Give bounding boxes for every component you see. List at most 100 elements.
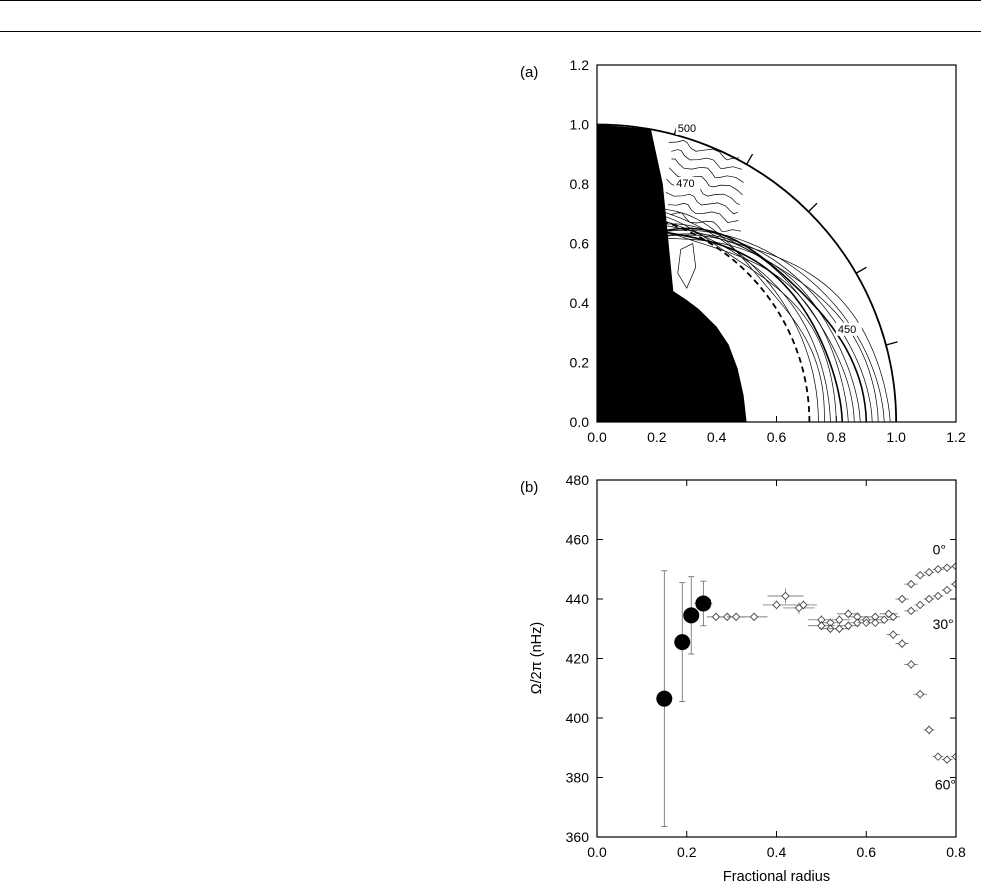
y-tick-label: 1.2 — [570, 57, 590, 73]
contour-label-bg — [675, 121, 702, 135]
contour-line — [654, 229, 844, 422]
header-rule — [0, 31, 981, 32]
filled-point — [694, 580, 713, 627]
data-point — [895, 594, 909, 604]
latitude-ticks — [673, 122, 898, 346]
contour-line — [656, 224, 891, 422]
data-point — [923, 567, 935, 577]
x-tick-label: 0.0 — [587, 844, 607, 860]
data-point — [923, 725, 935, 735]
contour-lines — [652, 140, 891, 422]
contour-line — [677, 242, 697, 289]
panel-b-x-ticks: 0.0 0.2 0.4 0.6 0.8 — [587, 480, 966, 860]
data-point — [950, 579, 956, 589]
contour-line — [671, 149, 742, 170]
data-point — [828, 624, 851, 634]
contour-line — [656, 223, 879, 422]
y-tick-label: 400 — [566, 710, 590, 726]
contour-label-bg — [835, 322, 862, 336]
contour-label: 470 — [676, 178, 694, 190]
contour-line — [655, 228, 849, 422]
data-point — [914, 600, 926, 610]
x-tick-label: 0.2 — [677, 844, 697, 860]
filled-points — [656, 570, 713, 827]
data-point — [941, 755, 953, 764]
y-axis-label: Ω/2π (nHz) — [529, 622, 545, 694]
x-tick-label: 0.6 — [857, 844, 877, 860]
data-point — [950, 562, 956, 571]
surface-line — [597, 123, 898, 422]
data-point — [875, 615, 894, 625]
top-rule — [0, 0, 981, 1]
contour-line — [653, 227, 868, 422]
data-point — [763, 600, 790, 610]
y-tick-label: 380 — [566, 770, 590, 786]
contour-label: 450 — [838, 324, 856, 336]
x-tick-label: 1.2 — [946, 429, 966, 445]
data-point — [886, 612, 900, 622]
panel-a-y-ticks: 0.0 0.2 0.4 0.6 0.8 1.0 1.2 — [570, 57, 603, 430]
y-tick-label: 440 — [566, 591, 590, 607]
y-tick-label: 420 — [566, 651, 590, 667]
data-point — [904, 659, 918, 669]
contour-line — [670, 212, 742, 232]
contour-line — [652, 233, 873, 422]
contour-line — [665, 191, 738, 215]
data-point — [783, 601, 815, 614]
data-point — [886, 630, 900, 640]
data-point — [904, 579, 918, 589]
contour-line — [652, 234, 855, 422]
x-tick-label: 0.4 — [767, 844, 787, 860]
data-point — [740, 612, 768, 622]
latitude-annotation: 60° — [935, 776, 956, 792]
latitude-tick — [808, 202, 818, 213]
contour-line — [659, 214, 837, 422]
contour-line — [652, 237, 861, 422]
data-point — [941, 585, 953, 595]
contour-label: 500 — [678, 123, 696, 135]
data-point — [913, 689, 927, 699]
data-point — [866, 618, 885, 628]
data-point — [718, 612, 737, 622]
panel-b-frame — [596, 479, 957, 838]
data-point — [837, 609, 860, 619]
contour-line — [661, 208, 825, 422]
excluded-region — [597, 124, 747, 422]
data-point — [914, 570, 926, 580]
panel-b: (b) 0.0 0.2 0.4 0.6 0.8 360 380 400 420 440 460 48… — [520, 472, 966, 885]
data-point — [932, 752, 944, 761]
contour-line — [667, 203, 739, 223]
x-tick-label: 0.4 — [707, 429, 727, 445]
x-axis-label: Fractional radius — [723, 869, 830, 885]
contour-line — [668, 167, 743, 196]
y-tick-label: 1.0 — [570, 117, 590, 133]
filled-point — [683, 576, 700, 655]
data-series — [706, 562, 956, 764]
data-point — [828, 615, 851, 625]
panel-b-label: (b) — [520, 479, 538, 496]
y-tick-label: 0.6 — [570, 236, 590, 252]
data-point — [819, 618, 842, 628]
x-tick-label: 0.8 — [946, 844, 966, 860]
data-point — [904, 606, 918, 616]
y-tick-label: 360 — [566, 829, 590, 845]
x-tick-label: 0.2 — [647, 429, 667, 445]
data-point — [767, 588, 804, 604]
y-tick-label: 0.4 — [570, 295, 590, 311]
latitude-tick — [855, 266, 867, 274]
latitude-tick — [885, 341, 898, 346]
latitude-tick — [746, 153, 754, 165]
filled-point — [656, 570, 673, 827]
latitude-annotations: 0° 30° 60° — [933, 541, 956, 792]
y-tick-label: 0.8 — [570, 176, 590, 192]
filled-point — [674, 582, 691, 703]
y-tick-label: 0.0 — [570, 414, 590, 430]
x-tick-label: 0.0 — [587, 429, 607, 445]
data-point — [789, 600, 817, 610]
x-tick-label: 0.8 — [827, 429, 847, 445]
data-point — [879, 609, 898, 619]
contour-line — [671, 158, 744, 183]
y-tick-label: 460 — [566, 532, 590, 548]
latitude-annotation: 0° — [933, 541, 946, 557]
